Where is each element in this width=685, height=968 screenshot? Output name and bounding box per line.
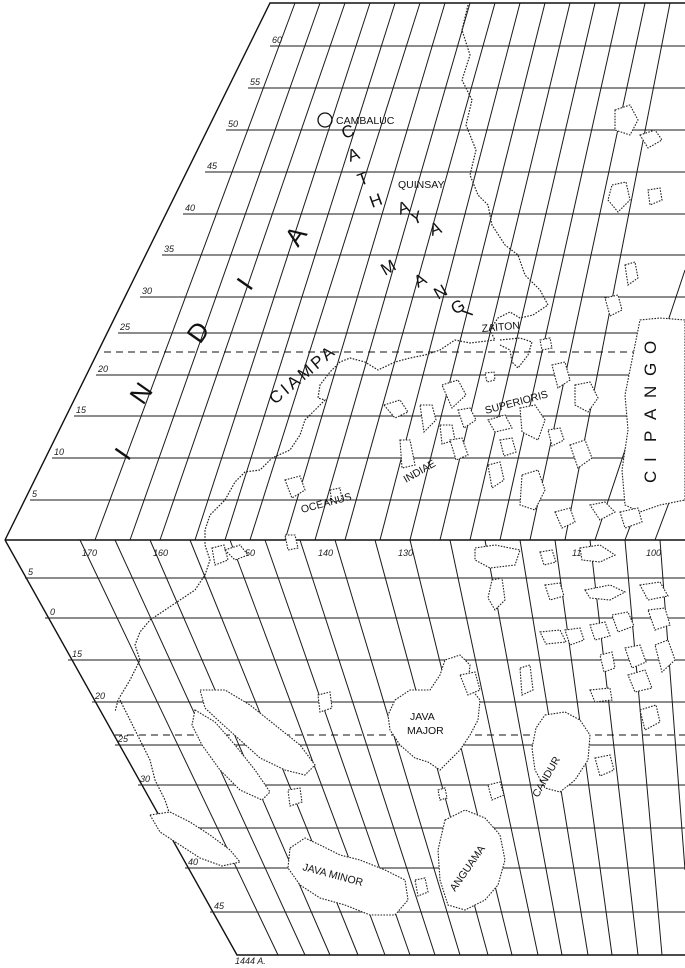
lat-tick: 5: [28, 567, 34, 577]
lat-tick: 10: [54, 447, 64, 457]
lat-tick: 15: [76, 405, 87, 415]
island-sw-1: [199, 689, 316, 776]
cambaluc-marker: [317, 112, 333, 128]
label-cathaya-2: A: [345, 144, 363, 166]
label-oceanus: OCEANUS: [300, 491, 353, 516]
candur-island: [531, 711, 591, 793]
lat-tick: 30: [142, 286, 152, 296]
label-ciampa: CIAMPA: [265, 341, 340, 408]
lat-tick: 35: [164, 244, 175, 254]
lat-tick: 20: [94, 691, 105, 701]
upper-latitude-ticks: 5 10 15 20 25 30 35 40 45 50 55 60: [32, 35, 282, 499]
lat-tick: 40: [188, 857, 198, 867]
lon-tick: 140: [318, 548, 333, 558]
island-sw-3: [149, 811, 242, 867]
asia-coastline: [114, 4, 549, 713]
label-cipango-2: I: [641, 457, 660, 462]
zaiton-peninsula: [499, 337, 533, 369]
label-quinsay: QUINSAY: [398, 179, 444, 191]
small-islands: [211, 104, 676, 897]
lower-mainland-coast: [119, 699, 216, 861]
lower-latitude-ticks: 5 0 15 20 25 30 35 40 45: [28, 567, 225, 911]
map-caption: 1444 A.: [235, 956, 266, 966]
island-sw-2: [191, 709, 271, 801]
java-minor-island: [287, 837, 409, 916]
label-cipango-6: G: [641, 363, 660, 376]
lat-tick: 55: [250, 77, 261, 87]
label-mangi-2: A: [411, 269, 431, 291]
lat-tick: 45: [214, 901, 225, 911]
lon-tick: 110: [572, 548, 586, 558]
longitude-ticks: 170 160 150 140 130 120 110 100: [82, 548, 661, 558]
label-cathaya-4: H: [367, 190, 385, 212]
lat-tick: 20: [97, 364, 108, 374]
label-india-3: D: [180, 315, 216, 348]
label-cipango-5: N: [641, 386, 660, 398]
lat-tick: 5: [32, 489, 38, 499]
label-cathaya-6: Y: [408, 207, 425, 229]
label-java-major-2: MAJOR: [407, 725, 444, 737]
lat-tick: 25: [119, 322, 131, 332]
lat-tick: 15: [72, 649, 83, 659]
lon-tick: 100: [646, 548, 661, 558]
lat-tick: 30: [140, 774, 150, 784]
lat-tick: 60: [272, 35, 282, 45]
cipango-island: [621, 317, 685, 513]
place-labels: I N D I A C A T H A Y A M A N G I CIAMPA…: [108, 115, 660, 894]
label-cambaluc: CAMBALUC: [336, 115, 395, 127]
label-india-1: I: [108, 441, 137, 465]
lat-tick: 25: [117, 734, 129, 744]
label-cipango-4: A: [641, 408, 660, 420]
label-java-major-1: JAVA: [410, 711, 435, 723]
lon-tick: 130: [398, 548, 413, 558]
map-frame: [4, 2, 685, 956]
lat-tick: 40: [185, 203, 195, 213]
upper-parallels: [30, 45, 685, 501]
java-major-island: [387, 654, 481, 771]
lon-tick: 150: [240, 548, 255, 558]
label-zaiton: ZAITON: [481, 320, 520, 335]
label-cipango-7: O: [641, 341, 660, 354]
anguama-island: [437, 809, 506, 911]
label-mangi-3: N: [431, 281, 451, 304]
label-cipango-1: C: [641, 471, 660, 483]
lat-tick: 45: [207, 161, 218, 171]
lat-tick: 0: [50, 607, 55, 617]
label-mangi-5: I: [458, 307, 477, 318]
lon-tick: 160: [153, 548, 168, 558]
lon-tick: 170: [82, 548, 97, 558]
label-india-5: A: [278, 219, 313, 251]
lat-tick: 50: [228, 119, 238, 129]
label-cipango-3: P: [641, 431, 660, 442]
label-cathaya-1: C: [339, 121, 357, 143]
